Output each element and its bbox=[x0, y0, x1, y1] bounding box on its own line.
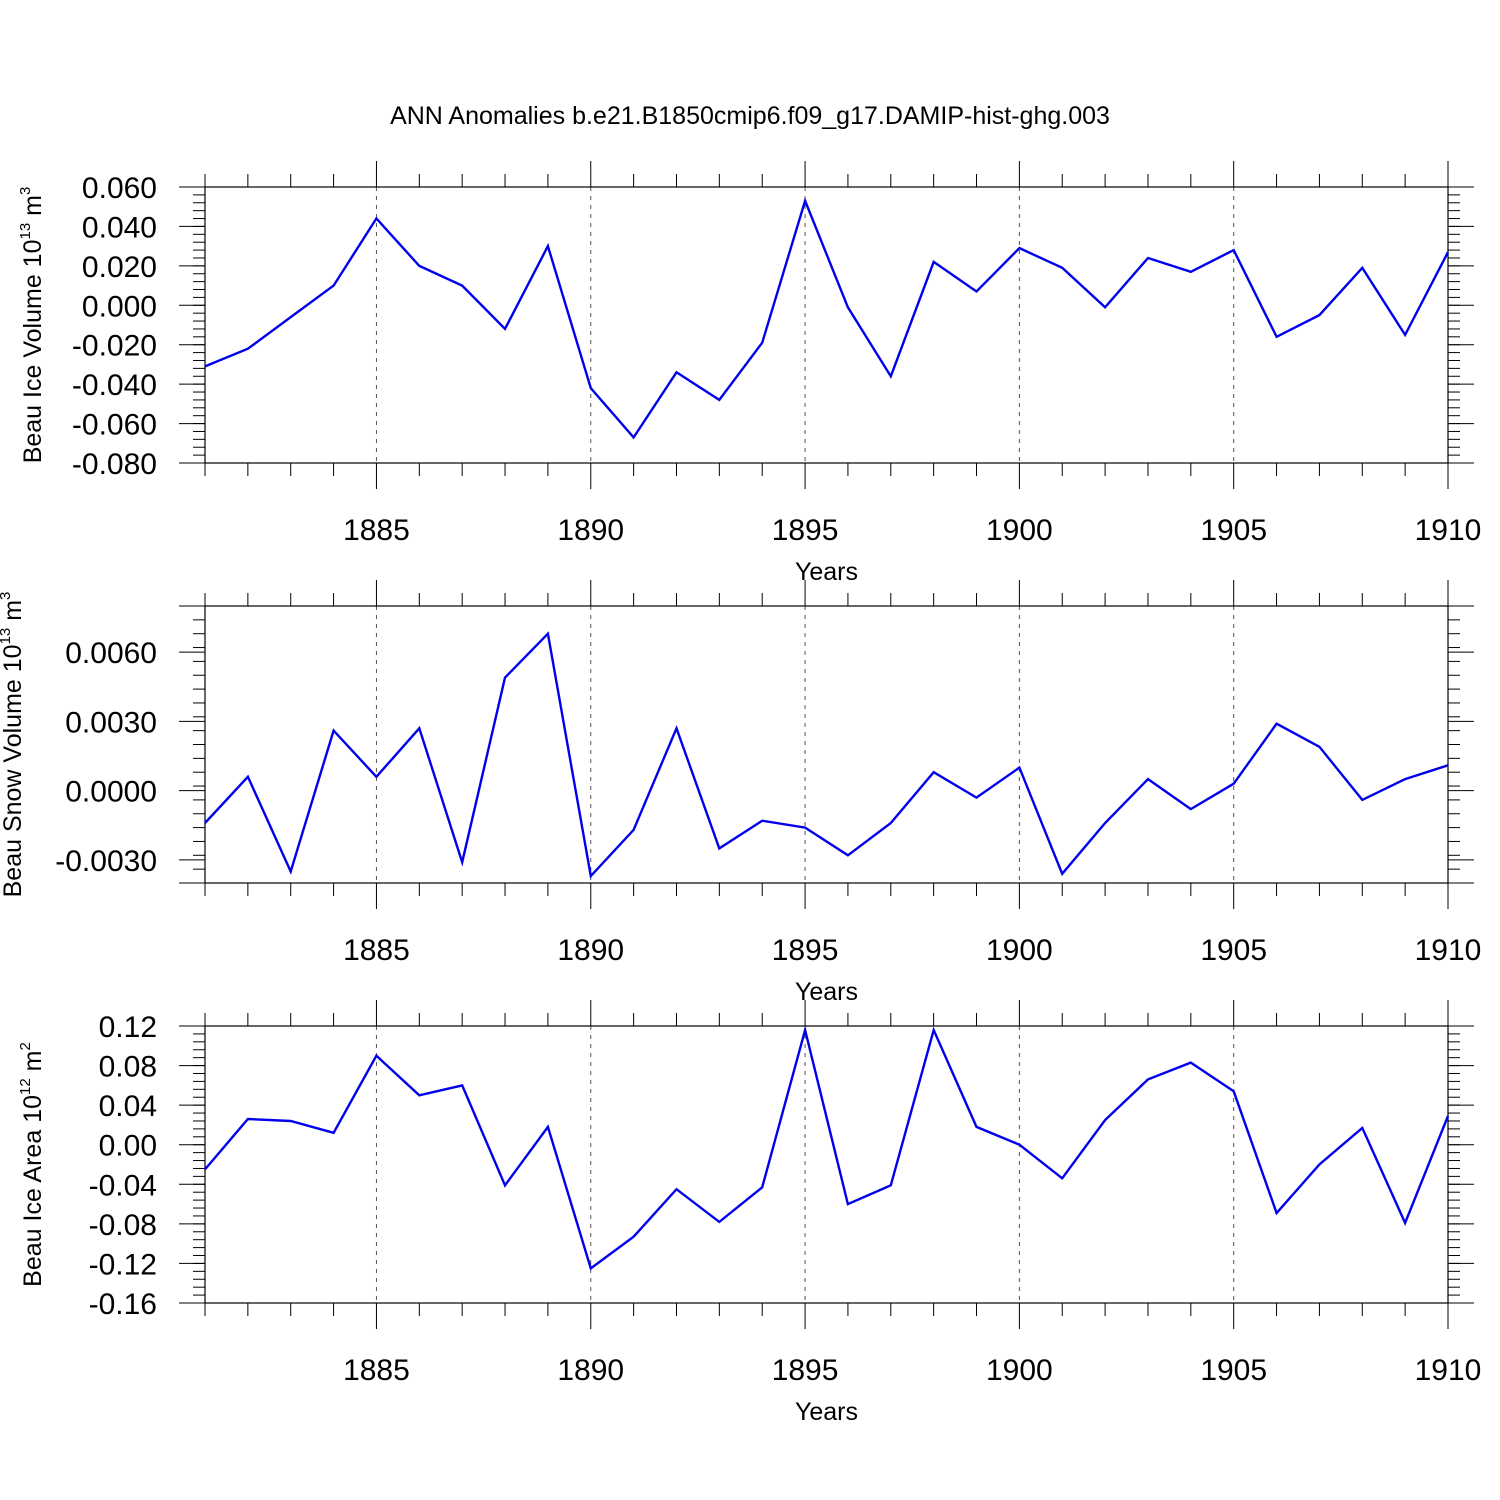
y-tick-label: 0.08 bbox=[99, 1051, 157, 1084]
x-tick-label: 1890 bbox=[557, 1354, 624, 1387]
y-tick-label: 0.0000 bbox=[65, 776, 157, 809]
series-line bbox=[204, 197, 1450, 440]
y-tick-label: -0.12 bbox=[89, 1248, 157, 1281]
y-tick-label: -0.080 bbox=[72, 448, 157, 481]
plot-frame bbox=[204, 186, 1449, 464]
y-tick-label: -0.16 bbox=[89, 1288, 157, 1321]
y-axis-label: Beau Ice Area 1012 m2 bbox=[17, 1042, 47, 1287]
x-axis-label: Years bbox=[795, 558, 858, 586]
y-tick-label: -0.0030 bbox=[55, 845, 157, 878]
x-axis-label: Years bbox=[795, 1398, 858, 1426]
chart-panel-3: 0.12 0.08 0.04 0.00 -0.04 -0.08 -0.12 -0.16 1885… bbox=[17, 1000, 1481, 1426]
y-tick-label: 0.020 bbox=[82, 251, 157, 284]
x-tick-label: 1905 bbox=[1200, 514, 1267, 547]
y-axis-label: Beau Ice Volume 1013 m3 bbox=[17, 187, 47, 464]
x-tick-label: 1900 bbox=[986, 514, 1053, 547]
y-tick-label: 0.12 bbox=[99, 1011, 157, 1044]
y-tick-label: -0.060 bbox=[72, 409, 157, 442]
y-tick-label: -0.04 bbox=[89, 1169, 157, 1202]
chart-panel-2: 0.0060 0.0030 0.0000 -0.0030 1885 1890 1895 190… bbox=[0, 580, 1481, 1006]
y-tick-label: -0.040 bbox=[72, 369, 157, 402]
x-tick-label: 1910 bbox=[1415, 934, 1482, 967]
series-line bbox=[204, 1025, 1450, 1271]
y-tick-label: 0.0030 bbox=[65, 706, 157, 739]
y-tick-label: 0.00 bbox=[99, 1130, 157, 1163]
x-tick-label: 1910 bbox=[1415, 1354, 1482, 1387]
x-axis-label: Years bbox=[795, 978, 858, 1006]
x-tick-label: 1885 bbox=[343, 514, 410, 547]
x-tick-label: 1900 bbox=[986, 1354, 1053, 1387]
y-tick-label: 0.060 bbox=[82, 172, 157, 205]
x-tick-label: 1905 bbox=[1200, 1354, 1267, 1387]
y-tick-label: 0.0060 bbox=[65, 637, 157, 670]
x-tick-label: 1905 bbox=[1200, 934, 1267, 967]
chart-panel-1: 0.060 0.040 0.020 0.000 -0.020 -0.040 -0.060 -0… bbox=[17, 161, 1481, 586]
x-tick-label: 1910 bbox=[1415, 514, 1482, 547]
x-tick-label: 1885 bbox=[343, 1354, 410, 1387]
y-tick-label: 0.000 bbox=[82, 290, 157, 323]
plot-frame bbox=[204, 1025, 1449, 1304]
y-tick-label: 0.040 bbox=[82, 211, 157, 244]
x-tick-label: 1895 bbox=[772, 1354, 839, 1387]
y-tick-label: -0.020 bbox=[72, 330, 157, 363]
series-line bbox=[204, 631, 1449, 879]
x-tick-label: 1895 bbox=[772, 514, 839, 547]
x-tick-label: 1885 bbox=[343, 934, 410, 967]
figure-title: ANN Anomalies b.e21.B1850cmip6.f09_g17.D… bbox=[390, 102, 1110, 130]
x-tick-label: 1900 bbox=[986, 934, 1053, 967]
y-tick-label: -0.08 bbox=[89, 1209, 157, 1242]
x-tick-label: 1890 bbox=[557, 934, 624, 967]
y-axis-label: Beau Snow Volume 1013 m3 bbox=[0, 592, 27, 898]
x-tick-label: 1895 bbox=[772, 934, 839, 967]
y-tick-label: 0.04 bbox=[99, 1090, 157, 1123]
x-tick-label: 1890 bbox=[557, 514, 624, 547]
